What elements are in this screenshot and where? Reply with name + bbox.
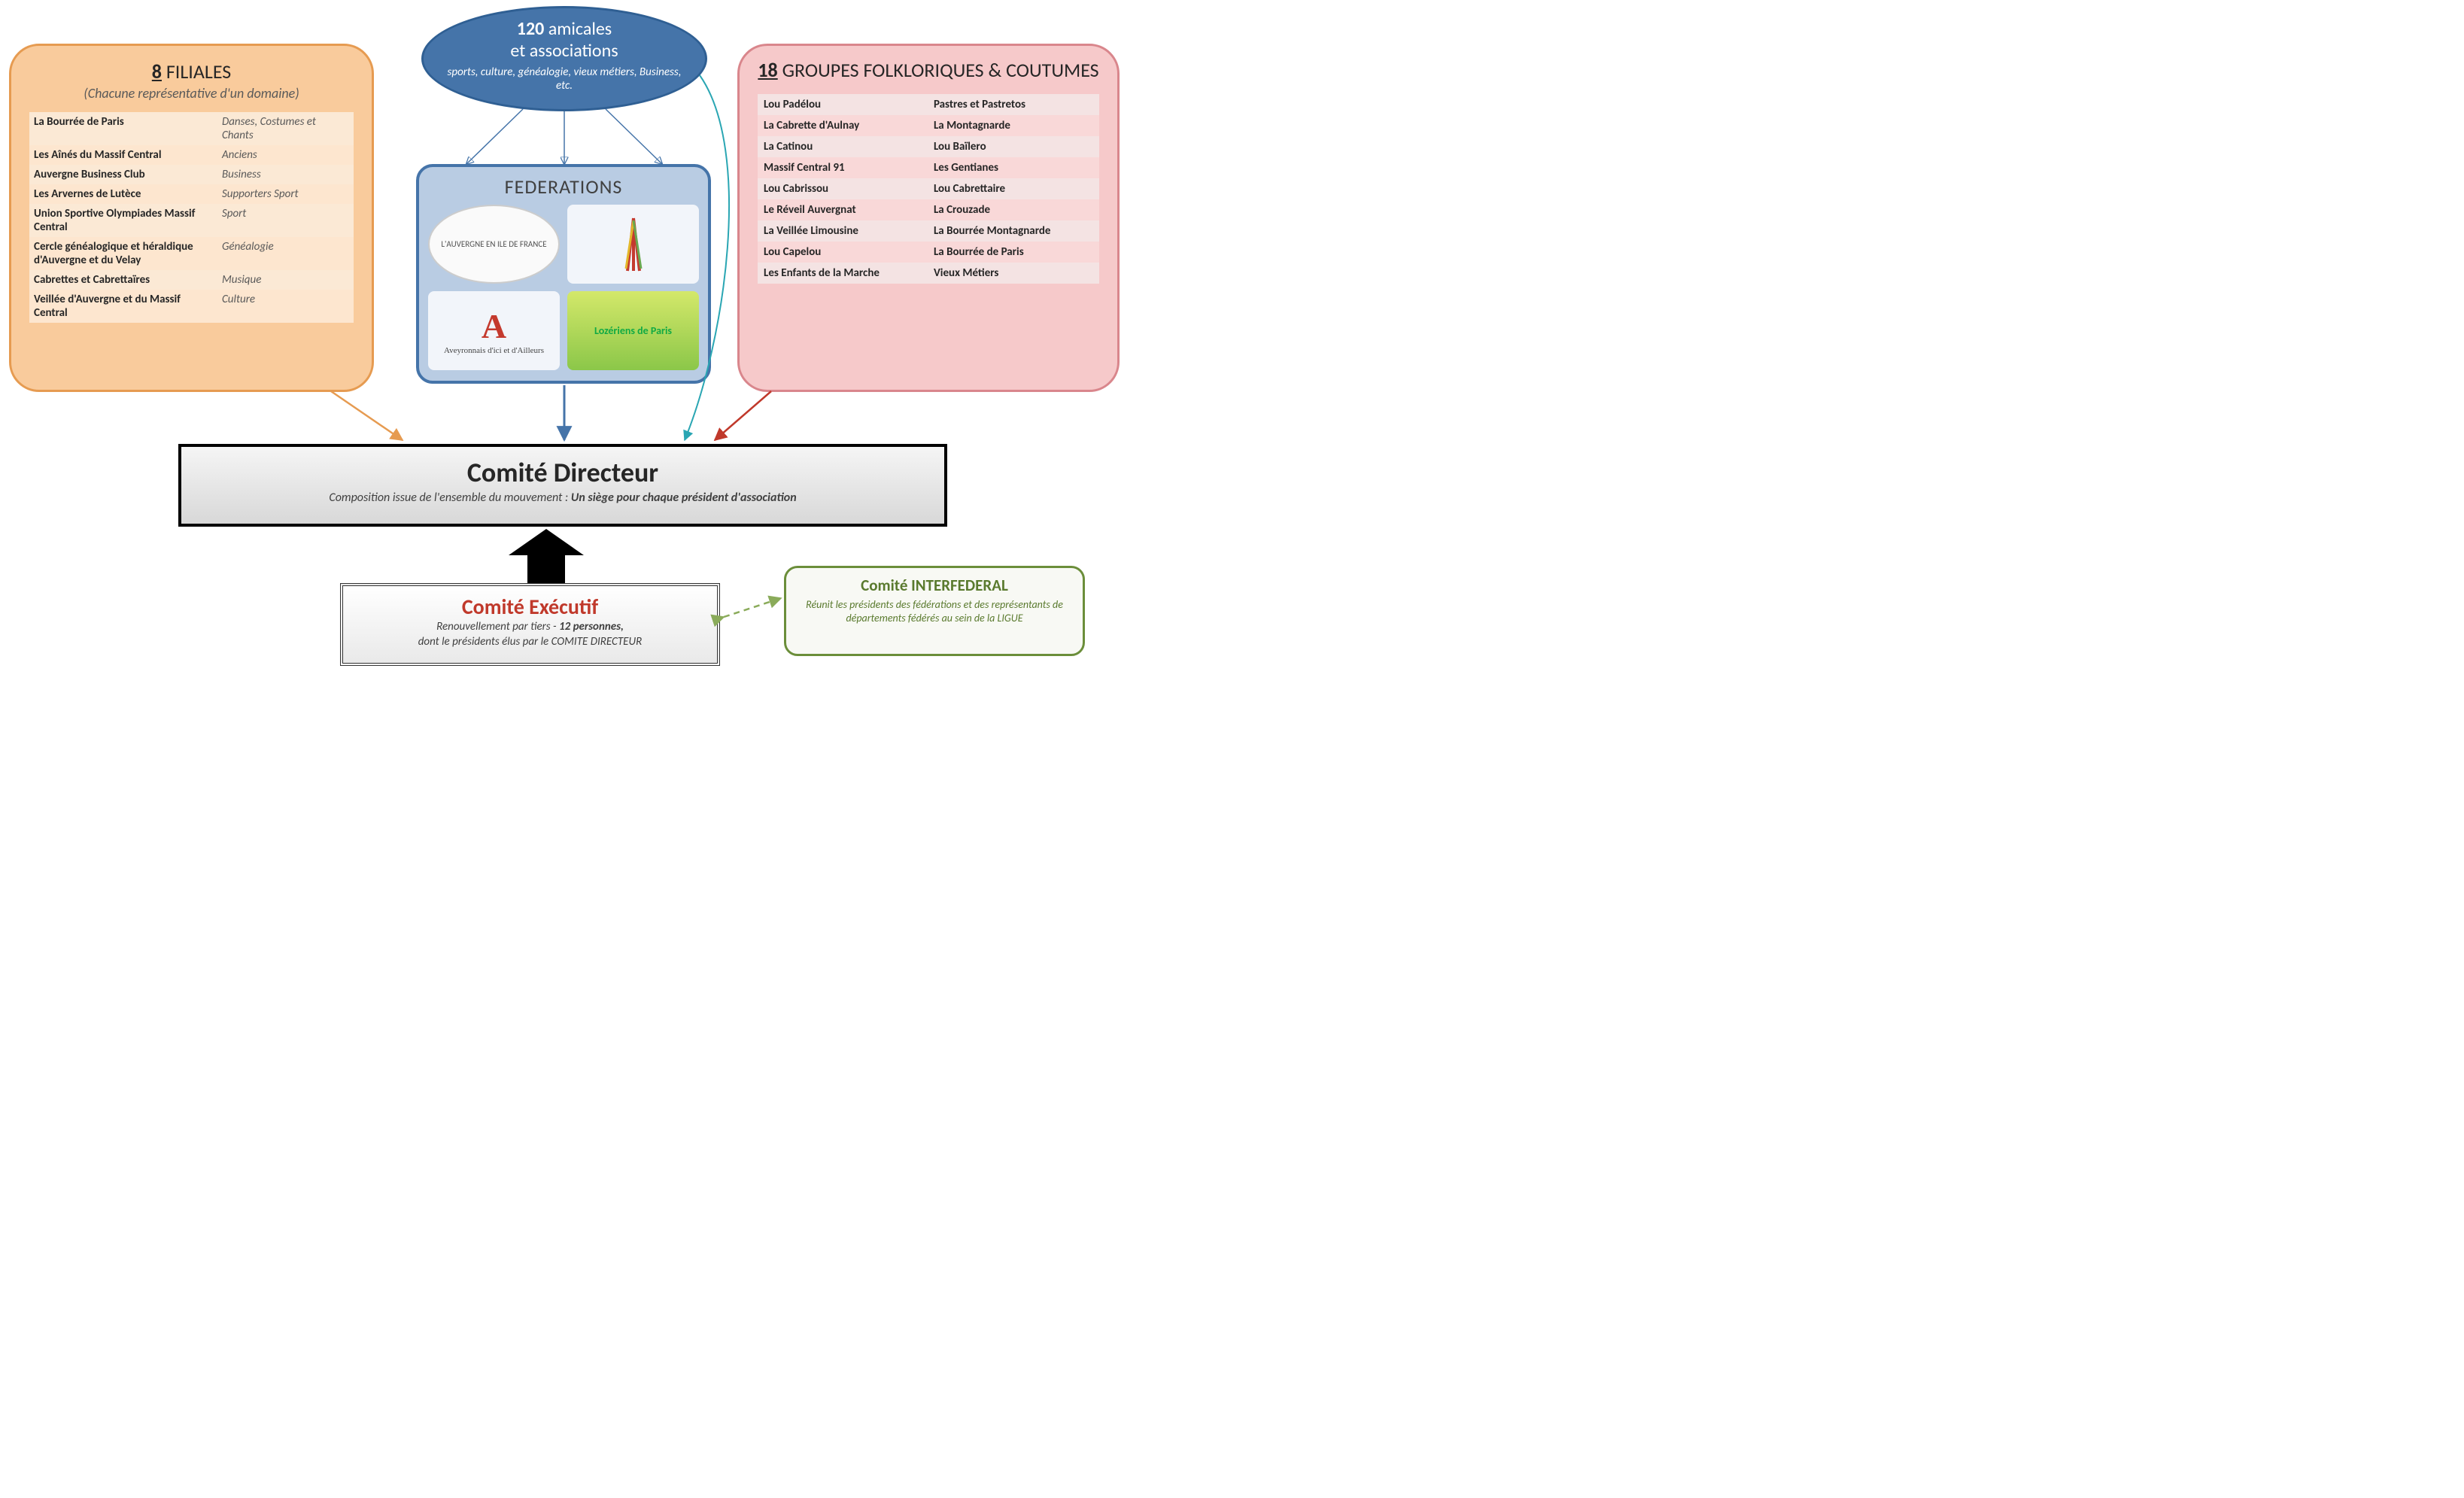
table-row: Les Arvernes de LutèceSupporters Sport [29,184,354,204]
table-row: Lou CapelouLa Bourrée de Paris [758,242,1099,263]
folklore-cell: Lou Baïlero [928,136,1099,157]
filiales-subtitle: (Chacune représentative d'un domaine) [29,85,354,102]
filiale-domain: Supporters Sport [217,184,354,204]
big-arrow-icon [505,525,588,585]
comite-directeur-title: Comité Directeur [181,456,944,489]
folklore-cell: Massif Central 91 [758,157,928,178]
folklore-cell: Lou Cabrissou [758,178,928,199]
folklore-table: Lou PadélouPastres et PastretosLa Cabret… [758,94,1099,284]
filiale-domain: Anciens [217,145,354,165]
filiales-table: La Bourrée de ParisDanses, Costumes et C… [29,112,354,323]
fed-logo-auvergne-idf: L'AUVERGNE EN ILE DE FRANCE [428,205,560,284]
filiale-domain: Culture [217,290,354,323]
filiales-box: 8 FILIALES (Chacune représentative d'un … [9,44,374,392]
filiales-title: 8 FILIALES [29,59,354,84]
filiale-name: Les Arvernes de Lutèce [29,184,217,204]
folklore-title: 18 GROUPES FOLKLORIQUES & COUTUMES [758,59,1099,82]
comite-interfederal-title: Comité INTERFEDERAL [800,576,1069,595]
folklore-cell: Pastres et Pastretos [928,94,1099,115]
folklore-cell: La Crouzade [928,199,1099,220]
folklore-cell: Les Gentianes [928,157,1099,178]
folklore-cell: Lou Cabrettaire [928,178,1099,199]
federation-logos: L'AUVERGNE EN ILE DE FRANCE AAveyronnais… [428,205,699,370]
filiale-name: Union Sportive Olympiades Massif Central [29,204,217,237]
table-row: Lou PadélouPastres et Pastretos [758,94,1099,115]
filiale-name: Auvergne Business Club [29,165,217,184]
fed-logo-lozeriens: Lozériens de Paris [567,291,699,370]
amicales-subtitle: sports, culture, généalogie, vieux métie… [424,65,705,93]
folklore-cell: La Cabrette d'Aulnay [758,115,928,136]
table-row: Cabrettes et CabrettaïresMusique [29,270,354,290]
table-row: Union Sportive Olympiades Massif Central… [29,204,354,237]
table-row: Auvergne Business ClubBusiness [29,165,354,184]
table-row: Les Enfants de la MarcheVieux Métiers [758,263,1099,284]
folklore-cell: La Bourrée Montagnarde [928,220,1099,242]
folklore-cell: La Catinou [758,136,928,157]
folklore-cell: La Bourrée de Paris [928,242,1099,263]
federations-title: FEDERATIONS [428,175,699,199]
comite-executif-box: Comité Exécutif Renouvellement par tiers… [340,583,720,666]
amicales-line2: et associations [424,41,705,62]
table-row: La CatinouLou Baïlero [758,136,1099,157]
filiale-domain: Business [217,165,354,184]
table-row: La Veillée LimousineLa Bourrée Montagnar… [758,220,1099,242]
comite-directeur-box: Comité Directeur Composition issue de l'… [178,444,947,527]
table-row: Veillée d'Auvergne et du Massif CentralC… [29,290,354,323]
amicales-line1: 120 amicales [424,19,705,41]
folklore-cell: La Veillée Limousine [758,220,928,242]
table-row: La Cabrette d'AulnayLa Montagnarde [758,115,1099,136]
table-row: Les Aînés du Massif CentralAnciens [29,145,354,165]
filiale-domain: Sport [217,204,354,237]
filiale-domain: Musique [217,270,354,290]
filiale-name: Les Aînés du Massif Central [29,145,217,165]
fed-logo-eiffel [567,205,699,284]
fed-logo-aveyronnais: AAveyronnais d'ici et d'Ailleurs [428,291,560,370]
folklore-cell: La Montagnarde [928,115,1099,136]
folklore-cell: Les Enfants de la Marche [758,263,928,284]
table-row: Le Réveil AuvergnatLa Crouzade [758,199,1099,220]
comite-executif-title: Comité Exécutif [343,594,717,620]
filiale-name: Veillée d'Auvergne et du Massif Central [29,290,217,323]
comite-interfederal-body: Réunit les présidents des fédérations et… [800,598,1069,624]
folklore-cell: Lou Capelou [758,242,928,263]
table-row: Cercle généalogique et héraldique d'Auve… [29,237,354,270]
amicales-ellipse: 120 amicales et associations sports, cul… [421,6,707,111]
folklore-box: 18 GROUPES FOLKLORIQUES & COUTUMES Lou P… [737,44,1120,392]
table-row: Lou CabrissouLou Cabrettaire [758,178,1099,199]
filiale-domain: Généalogie [217,237,354,270]
comite-directeur-subtitle: Composition issue de l'ensemble du mouve… [181,491,944,505]
filiale-name: Cercle généalogique et héraldique d'Auve… [29,237,217,270]
comite-interfederal-box: Comité INTERFEDERAL Réunit les président… [784,566,1085,656]
filiale-name: La Bourrée de Paris [29,112,217,145]
folklore-cell: Le Réveil Auvergnat [758,199,928,220]
folklore-cell: Vieux Métiers [928,263,1099,284]
filiale-domain: Danses, Costumes et Chants [217,112,354,145]
table-row: Massif Central 91Les Gentianes [758,157,1099,178]
folklore-cell: Lou Padélou [758,94,928,115]
federations-box: FEDERATIONS L'AUVERGNE EN ILE DE FRANCE … [416,164,711,384]
comite-executif-body: Renouvellement par tiers - 12 personnes,… [343,620,717,649]
filiale-name: Cabrettes et Cabrettaïres [29,270,217,290]
table-row: La Bourrée de ParisDanses, Costumes et C… [29,112,354,145]
